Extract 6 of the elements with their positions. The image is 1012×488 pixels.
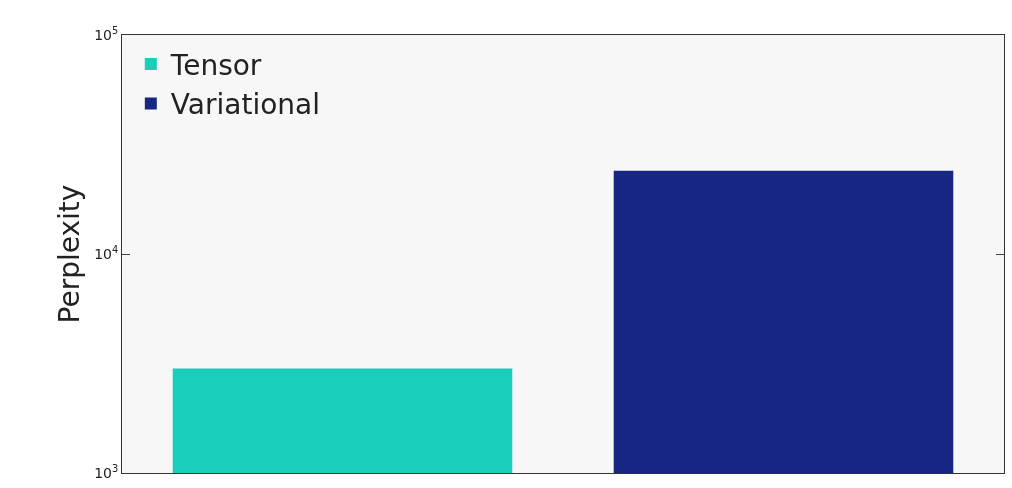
legend-label: Variational — [170, 88, 320, 122]
y-tick-label: 10$^{4}$ — [94, 244, 119, 262]
legend-label: Tensor — [169, 49, 262, 82]
y-axis-title: Perplexity — [52, 184, 86, 324]
y-tick-label: 10$^{3}$ — [94, 463, 119, 481]
y-tick-label: 10$^{5}$ — [94, 25, 119, 43]
